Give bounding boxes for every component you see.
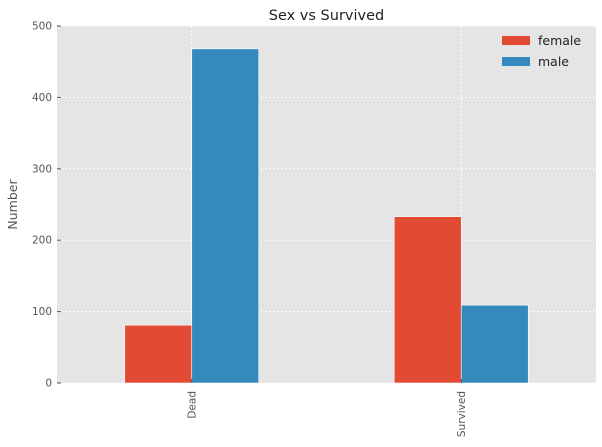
legend-swatch-male	[502, 57, 530, 66]
legend-label-male: male	[538, 54, 569, 69]
bars	[124, 48, 529, 384]
bar-female-survived	[393, 216, 462, 384]
bar-male-dead	[191, 48, 260, 384]
x-axis-ticks: Dead Survived	[186, 379, 468, 437]
y-tick-label: 100	[32, 306, 52, 318]
y-axis-ticks: 0 100 200 300 400 500	[32, 21, 61, 390]
bar-female-dead	[124, 324, 193, 384]
legend-label-female: female	[538, 33, 581, 48]
chart-title: Sex vs Survived	[269, 8, 384, 24]
y-tick-label: 0	[45, 378, 52, 390]
x-tick-label: Dead	[186, 391, 198, 419]
bar-male-survived	[460, 304, 529, 384]
y-tick-label: 200	[32, 235, 52, 247]
legend: female male	[502, 33, 581, 69]
legend-swatch-female	[502, 36, 530, 45]
y-axis-label: Number	[5, 179, 20, 230]
x-tick-label: Survived	[456, 391, 468, 437]
y-tick-label: 500	[32, 21, 52, 33]
y-tick-label: 300	[32, 163, 52, 175]
y-tick-label: 400	[32, 92, 52, 104]
